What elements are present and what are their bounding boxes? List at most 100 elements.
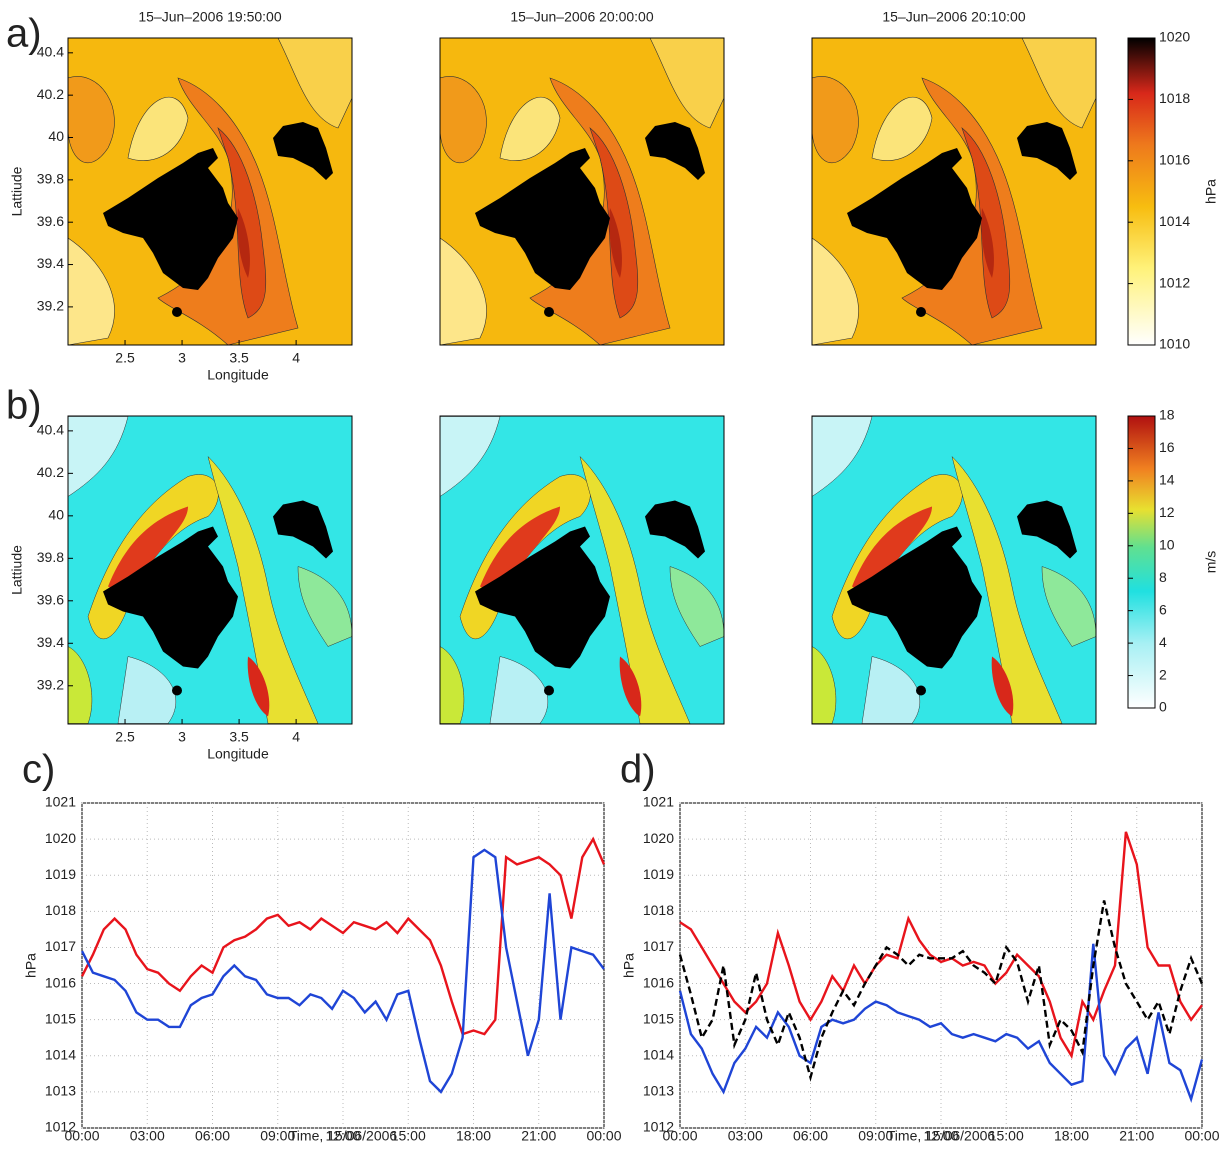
x-tick-label: 00:00 — [64, 1128, 99, 1144]
map-title: 15–Jun–2006 19:50:00 — [138, 9, 281, 25]
map-frame — [67, 415, 353, 725]
colorbar-tick-label: 1010 — [1159, 336, 1190, 352]
series-line — [679, 831, 1203, 1060]
x-tick-label: 21:00 — [1119, 1128, 1154, 1144]
x-tick-label: 00:00 — [586, 1128, 621, 1144]
map-b1 — [68, 416, 352, 724]
y-tick-label: 1015 — [45, 1010, 76, 1026]
colorbar-tick-label: 8 — [1159, 569, 1167, 585]
y-tick-label: 1019 — [45, 866, 76, 882]
y-tick-label: 1014 — [643, 1046, 674, 1062]
y-tick-label: 1012 — [643, 1119, 674, 1135]
x-tick-label: 03:00 — [130, 1128, 165, 1144]
x-tick-label: 06:00 — [793, 1128, 828, 1144]
panel-label: c) — [22, 748, 55, 792]
y-tick-label: 39.8 — [37, 171, 64, 187]
x-tick-label: 09:00 — [260, 1128, 295, 1144]
series-line — [80, 836, 606, 1036]
series-line — [80, 848, 605, 1094]
y-tick-label: 1021 — [45, 794, 76, 810]
y-tick-label: 1018 — [45, 902, 76, 918]
colorbar-tick-label: 18 — [1159, 407, 1175, 423]
x-tick-label: 03:00 — [728, 1128, 763, 1144]
y-tick-label: 1013 — [643, 1083, 674, 1099]
map-frame — [67, 37, 353, 346]
y-tick-label: 1013 — [45, 1083, 76, 1099]
colorbar — [1127, 37, 1156, 346]
colorbar-tick-label: 16 — [1159, 439, 1175, 455]
map-frame — [439, 415, 725, 725]
x-tick-label: 4 — [292, 729, 300, 745]
y-tick-label: 1021 — [643, 794, 674, 810]
y-axis-label: hPa — [23, 953, 39, 978]
map-frame — [439, 37, 725, 346]
map-frame — [811, 415, 1097, 725]
y-tick-label: 40 — [48, 507, 64, 523]
y-axis-label: Lattiude — [9, 166, 25, 216]
x-tick-label: 3 — [178, 729, 186, 745]
y-tick-label: 1019 — [643, 866, 674, 882]
map-title: 15–Jun–2006 20:10:00 — [882, 9, 1025, 25]
y-tick-label: 1020 — [45, 830, 76, 846]
colorbar-tick-label: 1012 — [1159, 274, 1190, 290]
y-tick-label: 1016 — [643, 974, 674, 990]
y-tick-label: 39.6 — [37, 213, 64, 229]
y-tick-label: 40.2 — [37, 86, 64, 102]
y-tick-label: 39.4 — [37, 255, 64, 271]
y-tick-label: 1017 — [45, 938, 76, 954]
map-b3 — [812, 416, 1096, 724]
x-tick-label: 15:00 — [391, 1128, 426, 1144]
y-tick-label: 40.4 — [37, 44, 64, 60]
panel-label: d) — [620, 748, 656, 792]
panel-label: a) — [6, 12, 42, 56]
x-axis-label: Time, 15/06/2006 — [887, 1128, 996, 1144]
x-tick-label: 2.5 — [115, 729, 135, 745]
x-axis-label: Time, 15/06/2006 — [289, 1128, 398, 1144]
y-tick-label: 1016 — [45, 974, 76, 990]
map-a3 — [812, 38, 1096, 345]
map-frame — [811, 37, 1097, 346]
y-tick-label: 1018 — [643, 902, 674, 918]
x-tick-label: 00:00 — [1184, 1128, 1219, 1144]
x-tick-label: 3.5 — [229, 729, 249, 745]
colorbar-tick-label: 14 — [1159, 472, 1175, 488]
colorbar-label: m/s — [1203, 551, 1219, 574]
colorbar — [1127, 415, 1156, 709]
x-tick-label: 3.5 — [229, 350, 249, 366]
series-line — [678, 943, 1204, 1103]
colorbar-tick-label: 12 — [1159, 504, 1175, 520]
y-tick-label: 39.2 — [37, 298, 64, 314]
plot-area — [81, 802, 605, 1129]
x-tick-label: 12:00 — [923, 1128, 958, 1144]
x-tick-label: 18:00 — [1054, 1128, 1089, 1144]
x-axis-label: Longitude — [207, 746, 269, 762]
x-tick-label: 06:00 — [195, 1128, 230, 1144]
x-tick-label: 09:00 — [858, 1128, 893, 1144]
x-tick-label: 00:00 — [662, 1128, 697, 1144]
y-tick-label: 1012 — [45, 1119, 76, 1135]
x-tick-label: 2.5 — [115, 350, 135, 366]
y-tick-label: 39.4 — [37, 634, 64, 650]
y-axis-label: hPa — [621, 953, 637, 978]
colorbar-tick-label: 10 — [1159, 536, 1175, 552]
y-tick-label: 1014 — [45, 1046, 76, 1062]
colorbar-tick-label: 4 — [1159, 634, 1167, 650]
colorbar-tick-label: 2 — [1159, 666, 1167, 682]
colorbar-tick-label: 0 — [1159, 699, 1167, 715]
x-tick-label: 18:00 — [456, 1128, 491, 1144]
panel-label: b) — [6, 384, 42, 428]
y-tick-label: 1020 — [643, 830, 674, 846]
y-tick-label: 39.6 — [37, 592, 64, 608]
map-a1 — [68, 38, 352, 345]
y-tick-label: 39.2 — [37, 676, 64, 692]
x-tick-label: 12:00 — [325, 1128, 360, 1144]
y-tick-label: 1015 — [643, 1010, 674, 1026]
y-tick-label: 40 — [48, 128, 64, 144]
x-tick-label: 3 — [178, 350, 186, 366]
y-tick-label: 40.2 — [37, 464, 64, 480]
y-tick-label: 40.4 — [37, 422, 64, 438]
colorbar-tick-label: 1020 — [1159, 29, 1190, 45]
x-tick-label: 21:00 — [521, 1128, 556, 1144]
series-line — [678, 900, 1204, 1082]
